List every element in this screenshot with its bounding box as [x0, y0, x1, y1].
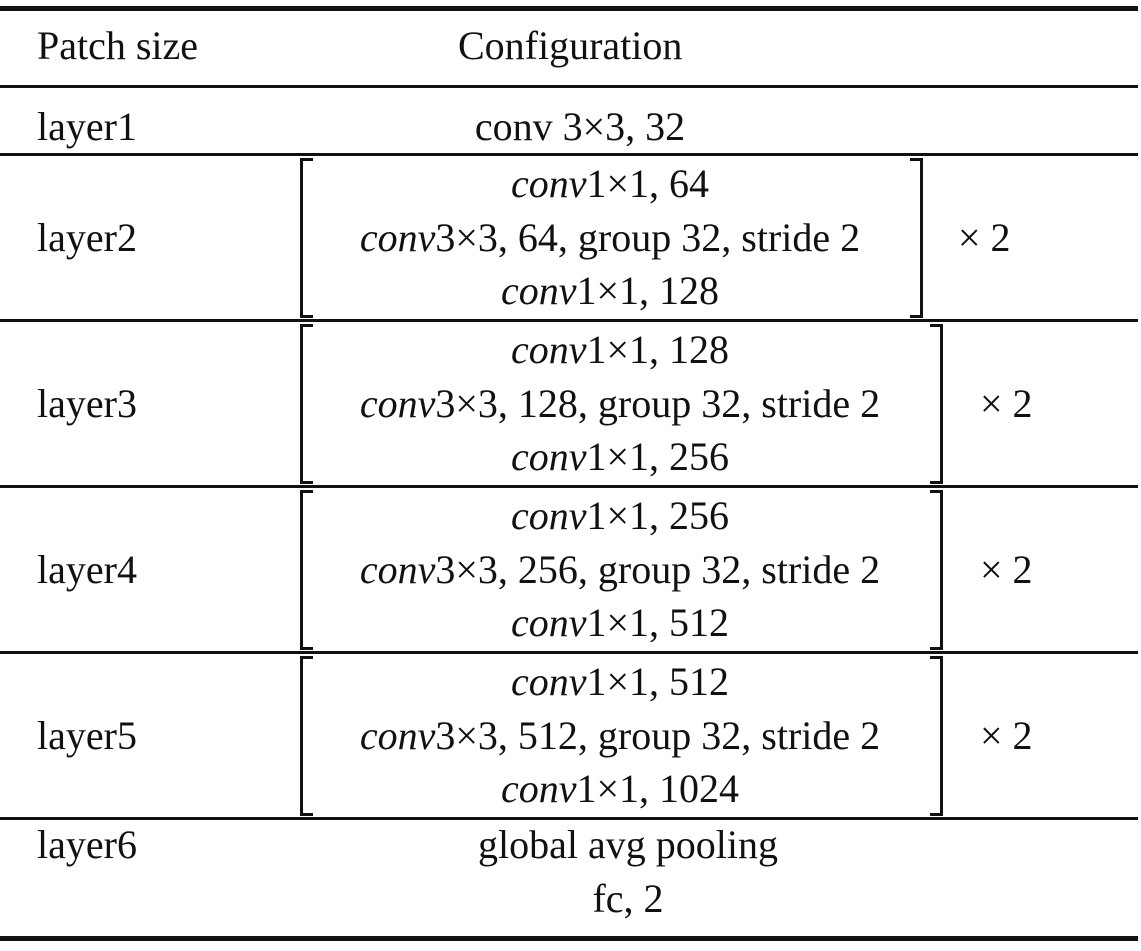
- row-rule: [0, 153, 1138, 156]
- config-op: conv: [510, 161, 587, 206]
- row-label: layer5: [37, 713, 137, 758]
- config-line: conv1×1, 1024: [220, 762, 1020, 816]
- config-op: conv: [359, 381, 436, 426]
- config-op: conv: [510, 327, 587, 372]
- config-params: 1×1, 64: [586, 161, 710, 206]
- config-params: 1×1, 128: [576, 268, 720, 313]
- right-bracket: [930, 324, 943, 484]
- left-bracket: [300, 490, 313, 650]
- config-params: fc, 2: [592, 876, 664, 921]
- config-op: conv: [510, 493, 587, 538]
- config-params: 1×1, 1024: [576, 766, 740, 811]
- row-label: layer3: [37, 381, 137, 426]
- header-rule: [0, 85, 1138, 88]
- config-params: 1×1, 512: [586, 600, 730, 645]
- row-label: layer6: [37, 822, 137, 867]
- config-params: 1×1, 256: [586, 434, 730, 479]
- config-op: conv: [510, 659, 587, 704]
- config-op: conv: [359, 215, 436, 260]
- config-line: conv1×1, 512: [220, 596, 1020, 650]
- config-op: conv: [510, 600, 587, 645]
- row-rule: [0, 485, 1138, 488]
- config-line: conv1×1, 256: [220, 430, 1020, 484]
- left-bracket: [300, 324, 313, 484]
- row-rule: [0, 319, 1138, 322]
- right-bracket: [930, 656, 943, 816]
- config-params: global avg pooling: [478, 822, 778, 867]
- repeat-multiplier: × 2: [958, 215, 1011, 260]
- config-line: conv3×3, 256, group 32, stride 2: [220, 543, 1020, 597]
- left-bracket: [300, 158, 313, 318]
- config-params: 1×1, 128: [586, 327, 730, 372]
- config-params: 3×3, 256, group 32, stride 2: [435, 547, 881, 592]
- repeat-multiplier: × 2: [980, 381, 1033, 426]
- config-op: conv: [500, 268, 577, 313]
- config-line: conv3×3, 512, group 32, stride 2: [220, 709, 1020, 763]
- config-line: conv 3×3, 32: [180, 100, 980, 154]
- right-bracket: [930, 490, 943, 650]
- config-line: conv1×1, 256: [220, 489, 1020, 543]
- config-line: conv1×1, 64: [210, 157, 1010, 211]
- config-params: 1×1, 256: [586, 493, 730, 538]
- config-line: conv1×1, 128: [210, 264, 1010, 318]
- repeat-multiplier: × 2: [980, 713, 1033, 758]
- config-params: conv 3×3, 32: [474, 104, 686, 149]
- top-rule: [0, 6, 1138, 11]
- config-params: 3×3, 128, group 32, stride 2: [435, 381, 881, 426]
- row-rule: [0, 651, 1138, 654]
- config-op: conv: [510, 434, 587, 479]
- config-line: conv1×1, 128: [220, 323, 1020, 377]
- config-line: conv3×3, 64, group 32, stride 2: [210, 211, 1010, 265]
- repeat-multiplier: × 2: [980, 547, 1033, 592]
- config-line: global avg pooling: [228, 818, 1028, 872]
- row-label: layer1: [37, 104, 137, 149]
- right-bracket: [910, 158, 923, 318]
- config-op: conv: [359, 713, 436, 758]
- config-line: fc, 2: [228, 872, 1028, 926]
- config-line: conv1×1, 512: [220, 655, 1020, 709]
- config-params: 1×1, 512: [586, 659, 730, 704]
- header-patch-size: Patch size: [37, 23, 199, 68]
- config-op: conv: [359, 547, 436, 592]
- row-label: layer4: [37, 547, 137, 592]
- row-rule: [0, 817, 1138, 820]
- config-line: conv3×3, 128, group 32, stride 2: [220, 377, 1020, 431]
- left-bracket: [300, 656, 313, 816]
- bottom-rule: [0, 936, 1138, 941]
- config-params: 3×3, 64, group 32, stride 2: [435, 215, 861, 260]
- config-params: 3×3, 512, group 32, stride 2: [435, 713, 881, 758]
- header-configuration: Configuration: [458, 23, 683, 68]
- config-op: conv: [500, 766, 577, 811]
- row-label: layer2: [37, 215, 137, 260]
